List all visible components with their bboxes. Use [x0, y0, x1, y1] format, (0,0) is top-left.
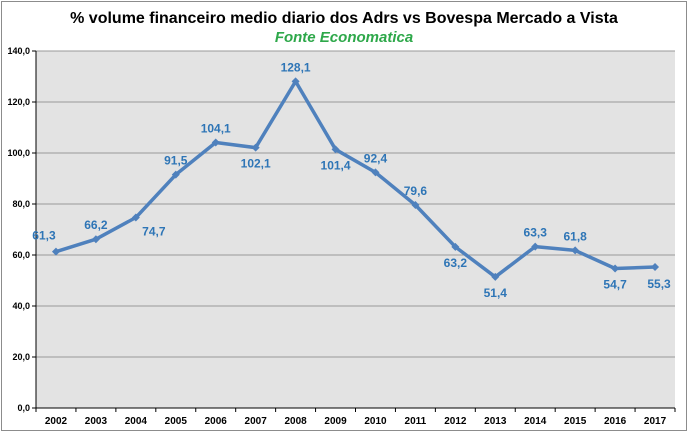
y-tick-label: 60,0	[12, 250, 30, 260]
x-tick-label: 2011	[405, 416, 427, 427]
data-label: 51,4	[484, 286, 508, 300]
y-tick-label: 0,0	[17, 403, 30, 413]
data-label: 54,7	[603, 278, 627, 292]
data-label: 92,4	[364, 151, 388, 165]
data-label: 128,1	[281, 60, 311, 74]
chart-title: % volume financeiro medio diario dos Adr…	[70, 10, 618, 27]
x-tick-label: 2016	[604, 416, 627, 427]
x-tick-label: 2007	[245, 416, 268, 427]
data-point	[51, 247, 60, 256]
y-tick-label: 120,0	[7, 97, 30, 107]
data-point	[171, 170, 180, 179]
y-tick-label: 80,0	[12, 199, 30, 209]
y-tick-label: 20,0	[12, 352, 30, 362]
data-label: 55,3	[647, 277, 671, 291]
data-point	[131, 213, 140, 222]
data-label: 79,6	[404, 184, 428, 198]
data-label: 66,2	[84, 218, 108, 232]
data-point	[411, 201, 420, 210]
data-point	[91, 235, 100, 244]
x-tick-label: 2002	[45, 416, 68, 427]
data-label: 104,1	[201, 122, 231, 136]
data-point	[211, 138, 220, 147]
data-point	[651, 262, 660, 271]
y-tick-label: 140,0	[7, 46, 30, 56]
data-point	[251, 143, 260, 152]
series-line	[55, 79, 656, 279]
x-tick-label: 2009	[324, 416, 347, 427]
data-point	[291, 77, 300, 86]
x-tick-label: 2017	[644, 416, 667, 427]
data-label: 63,3	[524, 226, 548, 240]
x-tick-label: 2012	[444, 416, 467, 427]
y-tick-label: 100,0	[7, 148, 30, 158]
data-label: 61,8	[563, 229, 587, 243]
data-point	[531, 242, 540, 251]
data-point	[611, 264, 620, 273]
data-label: 91,5	[164, 154, 188, 168]
data-label: 61,3	[32, 229, 56, 243]
data-label: 102,1	[241, 157, 271, 171]
x-tick-label: 2008	[284, 416, 307, 427]
x-tick-label: 2003	[85, 416, 108, 427]
x-tick-label: 2014	[524, 416, 547, 427]
data-point	[331, 145, 340, 154]
x-tick-label: 2013	[484, 416, 507, 427]
x-tick-label: 2004	[125, 416, 148, 427]
data-label: 63,2	[444, 256, 468, 270]
chart-subtitle: Fonte Economatica	[274, 29, 414, 46]
data-point	[491, 272, 500, 281]
x-tick-label: 2010	[364, 416, 387, 427]
x-tick-label: 2006	[205, 416, 228, 427]
x-tick-label: 2005	[165, 416, 188, 427]
x-tick-label: 2015	[564, 416, 587, 427]
plot-area	[36, 51, 675, 408]
data-point	[571, 246, 580, 255]
y-tick-label: 40,0	[12, 301, 30, 311]
data-point	[371, 168, 380, 177]
data-label: 101,4	[321, 158, 351, 172]
data-point	[451, 242, 460, 251]
data-label: 74,7	[142, 225, 166, 239]
